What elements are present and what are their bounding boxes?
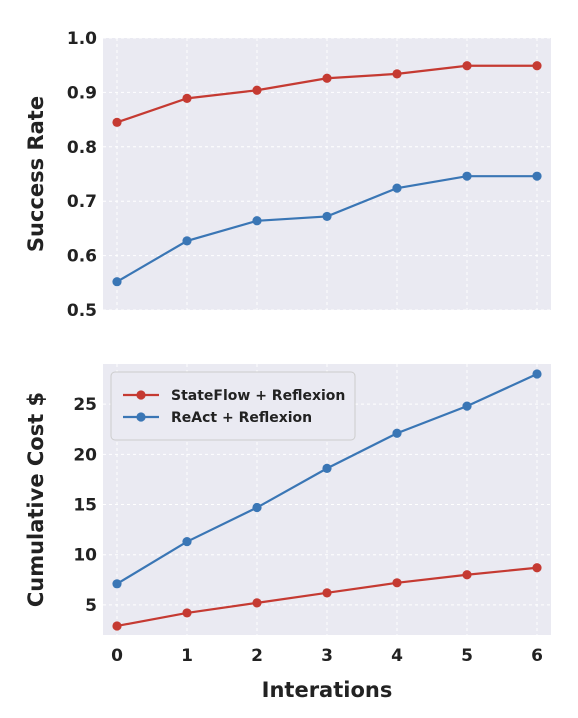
data-point-react [112,579,122,589]
data-point-react [112,277,122,287]
x-tick-label: 2 [251,646,263,666]
x-tick-label: 4 [391,646,403,666]
data-point-stateflow [182,608,192,618]
cumulative-cost-panel: 5 10 15 20 25 0 1 2 3 4 5 6 Cumulative Cost $ Interat… [24,364,551,702]
data-point-stateflow [462,570,472,580]
y-tick-label: 15 [73,496,97,516]
legend: StateFlow + Reflexion ReAct + Reflexion [110,371,356,441]
y-tick-label: 0.5 [67,301,97,321]
data-point-react [252,502,262,513]
data-point-stateflow [392,578,402,588]
y-tick-label: 0.7 [67,192,97,212]
data-point-stateflow [322,73,332,83]
success-rate-panel: 0.5 0.6 0.7 0.8 0.9 1.0 Success Rate [24,29,551,321]
y-tick-label: 25 [73,395,97,415]
x-tick-label: 3 [321,646,333,666]
data-point-stateflow [462,61,472,71]
data-point-react [322,211,332,222]
plot-area [103,38,551,310]
legend-box [110,371,356,441]
data-point-react [392,183,402,193]
data-point-stateflow [182,93,192,103]
data-point-react [322,463,332,473]
y-tick-label: 0.8 [67,138,97,158]
data-point-react [252,216,262,226]
y-tick-label: 0.6 [67,247,97,267]
legend-label: ReAct + Reflexion [171,410,312,426]
y-tick-label: 1.0 [67,29,97,49]
data-point-stateflow [252,598,262,608]
y-tick-label: 20 [73,445,97,465]
data-point-react [182,537,192,547]
data-point-stateflow [112,621,122,631]
data-point-stateflow [112,117,122,127]
data-point-react [182,236,192,246]
x-axis-title: Interations [262,678,393,702]
legend-marker [136,412,146,422]
data-point-stateflow [322,588,332,598]
y-axis-title: Cumulative Cost $ [24,392,48,607]
data-point-react [462,401,472,411]
data-point-stateflow [532,61,542,71]
data-point-react [532,171,542,181]
data-point-stateflow [252,85,262,95]
y-tick-label: 0.9 [67,83,97,103]
data-point-react [462,171,472,181]
data-point-react [532,369,542,379]
y-axis-title: Success Rate [24,96,48,252]
data-point-react [392,428,402,438]
y-tick-label: 5 [85,596,97,616]
x-tick-label: 0 [111,646,123,666]
y-tick-label: 10 [73,546,97,566]
data-point-stateflow [392,69,402,79]
x-tick-label: 6 [531,646,543,666]
x-tick-label: 5 [461,646,473,666]
data-point-stateflow [532,563,542,573]
legend-label: StateFlow + Reflexion [171,388,345,404]
x-tick-label: 1 [181,646,193,666]
legend-marker [136,390,146,400]
